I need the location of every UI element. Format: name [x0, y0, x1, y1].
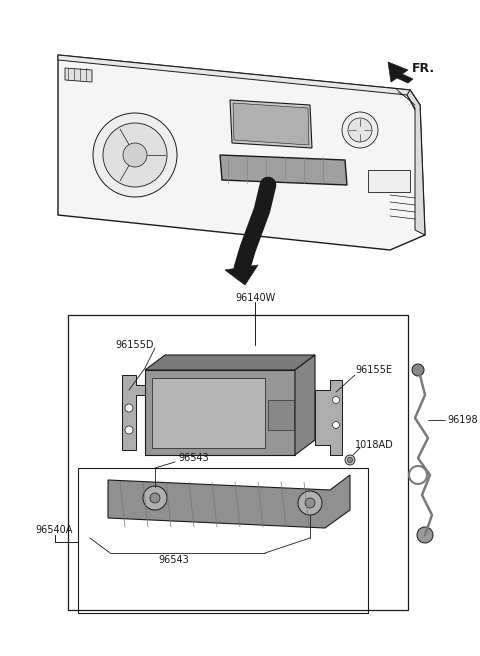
Text: 96140W: 96140W	[235, 293, 275, 303]
Text: 96198: 96198	[447, 415, 478, 425]
Circle shape	[123, 143, 147, 167]
Circle shape	[333, 422, 339, 428]
Polygon shape	[388, 62, 413, 83]
Circle shape	[348, 457, 352, 462]
Circle shape	[143, 486, 167, 510]
Circle shape	[298, 491, 322, 515]
Polygon shape	[268, 400, 294, 430]
Polygon shape	[145, 370, 295, 455]
Circle shape	[345, 455, 355, 465]
Polygon shape	[58, 55, 425, 250]
Circle shape	[125, 426, 133, 434]
Polygon shape	[230, 100, 312, 148]
Circle shape	[417, 527, 433, 543]
Polygon shape	[152, 378, 265, 448]
Polygon shape	[233, 103, 309, 145]
Bar	[78, 468, 368, 613]
Text: 1018AD: 1018AD	[355, 440, 394, 450]
Circle shape	[125, 404, 133, 412]
Circle shape	[348, 118, 372, 142]
Circle shape	[150, 493, 160, 503]
Polygon shape	[225, 265, 258, 285]
Polygon shape	[65, 68, 92, 82]
Text: 96543: 96543	[158, 555, 189, 565]
Circle shape	[103, 123, 167, 187]
Polygon shape	[407, 90, 425, 235]
Polygon shape	[315, 380, 342, 455]
Bar	[68, 315, 408, 610]
Polygon shape	[58, 55, 420, 110]
Polygon shape	[295, 355, 315, 455]
Circle shape	[412, 364, 424, 376]
Polygon shape	[108, 475, 350, 528]
Circle shape	[342, 112, 378, 148]
Bar	[368, 170, 410, 192]
Circle shape	[93, 113, 177, 197]
Circle shape	[305, 498, 315, 508]
Polygon shape	[145, 355, 315, 370]
Circle shape	[333, 396, 339, 403]
Text: 96155D: 96155D	[115, 340, 154, 350]
Polygon shape	[220, 155, 347, 185]
Text: 96543: 96543	[178, 453, 209, 463]
Text: FR.: FR.	[412, 62, 435, 75]
Text: 96155E: 96155E	[355, 365, 392, 375]
Polygon shape	[122, 375, 145, 450]
Text: 96540A: 96540A	[35, 525, 72, 535]
